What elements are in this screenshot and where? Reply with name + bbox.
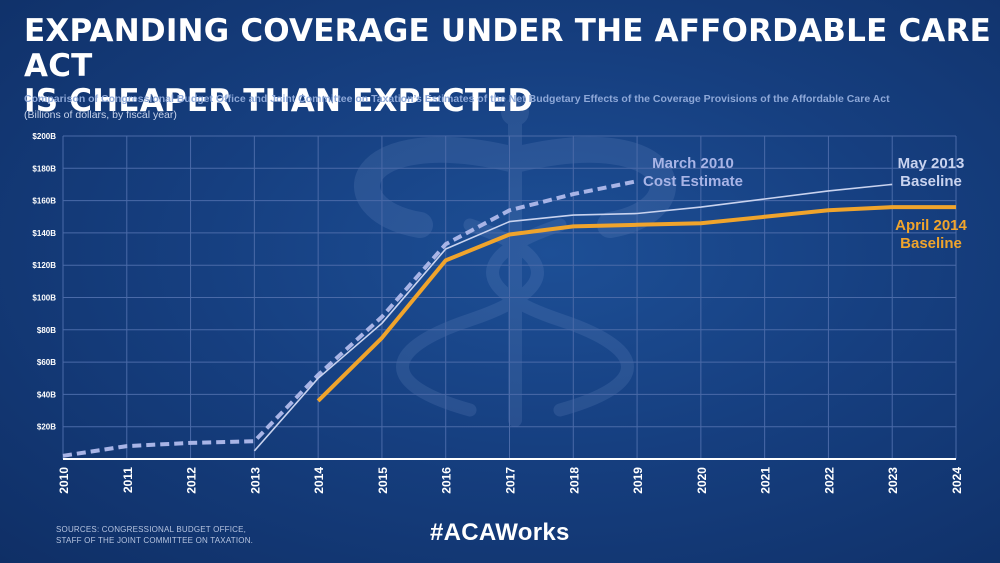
x-tick-label: 2014 — [312, 467, 326, 494]
x-tick-label: 2021 — [759, 467, 773, 494]
axes: $20B $40B $60B $80B $100B $120B $140B $160B $180… — [32, 132, 964, 494]
series-label-line: May 2013 — [898, 155, 965, 172]
x-tick-label: 2019 — [631, 467, 645, 494]
series-line-3 — [316, 205, 956, 403]
series-label-2: May 2013 Baseline — [898, 155, 965, 190]
series-label-line: Cost Estimate — [643, 173, 743, 190]
x-tick-label: 2023 — [886, 467, 900, 494]
x-tick-label: 2024 — [950, 467, 964, 494]
y-tick-label: $40B — [37, 390, 56, 399]
x-tick-label: 2010 — [57, 467, 71, 494]
x-tick-label: 2013 — [248, 467, 262, 494]
y-tick-label: $180B — [32, 164, 56, 173]
y-tick-label: $80B — [37, 326, 56, 335]
subtitle: Comparison of Congressional Budget Offic… — [24, 93, 890, 105]
series-label-line: March 2010 — [652, 155, 734, 172]
series-label-1: March 2010 Cost Estimate — [643, 155, 743, 190]
caduceus-icon — [354, 98, 676, 427]
y-tick-label: $120B — [32, 261, 56, 270]
series-line-1 — [62, 179, 638, 458]
x-tick-label: 2020 — [695, 467, 709, 494]
title-line-1: EXPANDING COVERAGE UNDER THE AFFORDABLE … — [24, 13, 992, 84]
sources-note: SOURCES: CONGRESSIONAL BUDGET OFFICE, ST… — [56, 524, 253, 546]
y-tick-label: $200B — [32, 132, 56, 141]
x-tick-label: 2012 — [185, 467, 199, 494]
gridlines — [62, 135, 957, 459]
y-tick-label: $160B — [32, 197, 56, 206]
units-note: (Billions of dollars, by fiscal year) — [24, 109, 177, 121]
y-tick-label: $100B — [32, 294, 56, 303]
y-tick-label: $140B — [32, 229, 56, 238]
series-label-line: Baseline — [900, 173, 962, 190]
page-title: EXPANDING COVERAGE UNDER THE AFFORDABLE … — [24, 14, 1000, 119]
x-tick-label: 2018 — [567, 467, 581, 494]
x-tick-label: 2016 — [440, 467, 454, 494]
x-tick-label: 2011 — [121, 467, 135, 493]
x-tick-label: 2022 — [822, 467, 836, 494]
title-line-2: IS CHEAPER THAN EXPECTED — [24, 83, 534, 119]
series-label-line: April 2014 — [895, 217, 967, 234]
series — [62, 179, 956, 458]
y-tick-label: $60B — [37, 358, 56, 367]
x-tick-label: 2017 — [504, 467, 518, 494]
y-tick-label: $20B — [37, 423, 56, 432]
series-label-line: Baseline — [900, 235, 962, 252]
x-tick-label: 2015 — [376, 467, 390, 494]
sources-line-2: STAFF OF THE JOINT COMMITTEE ON TAXATION… — [56, 536, 254, 545]
sources-line-1: SOURCES: CONGRESSIONAL BUDGET OFFICE, — [56, 525, 247, 534]
series-label-3: April 2014 Baseline — [895, 217, 967, 252]
hashtag: #ACAWorks — [430, 519, 570, 546]
series-line-2 — [253, 183, 893, 452]
